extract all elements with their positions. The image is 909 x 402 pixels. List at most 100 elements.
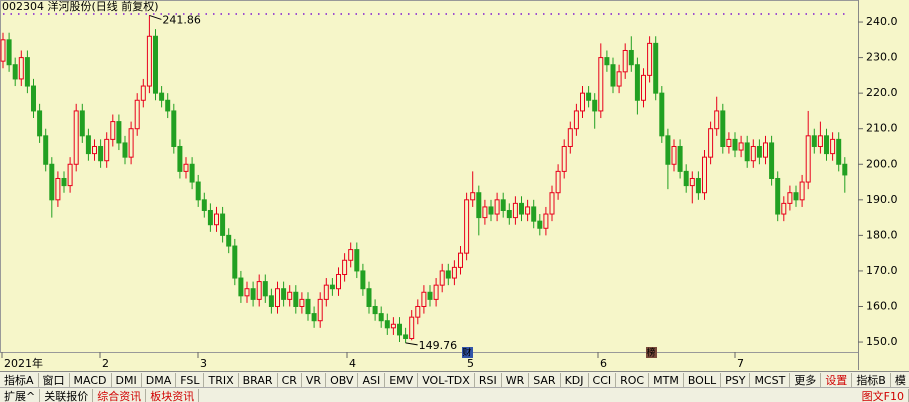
max-label: 241.86 <box>162 13 201 26</box>
candle-body <box>134 99 140 130</box>
toolbar-button[interactable]: MCST <box>750 372 791 388</box>
candle-body <box>738 142 744 151</box>
toolbar-button[interactable]: BRAR <box>239 372 278 388</box>
toolbar-button[interactable]: 更多 <box>790 372 822 388</box>
event-marker <box>462 347 473 358</box>
y-tick-label: 190.0 <box>866 193 898 206</box>
y-tick-label: 180.0 <box>866 228 898 241</box>
candle-body <box>634 64 640 101</box>
candle-body <box>763 142 768 158</box>
toolbar-button[interactable]: ASI <box>358 372 386 388</box>
candle-body <box>817 135 823 147</box>
candle-body <box>116 121 122 144</box>
toolbar-button[interactable]: 设置 <box>821 372 853 388</box>
candle-body <box>92 145 97 155</box>
candle-body <box>342 259 348 275</box>
toolbar-button[interactable]: KDJ <box>561 372 589 388</box>
toolbar-button[interactable]: 关联报价 <box>40 388 94 402</box>
toolbar-button[interactable]: BOLL <box>684 372 722 388</box>
y-tick-label: 200.0 <box>866 157 898 170</box>
toolbar-button[interactable]: EMV <box>385 372 419 388</box>
toolbar-button[interactable]: CR <box>278 372 302 388</box>
candle-body <box>268 295 274 307</box>
toolbar-button[interactable]: VOL-TDX <box>418 372 475 388</box>
candle-body <box>317 298 323 322</box>
toolbar-button[interactable]: 模 <box>891 373 909 388</box>
toolbar-button[interactable]: 板块资讯 <box>146 388 200 402</box>
toolbar-button[interactable]: SAR <box>529 372 561 388</box>
candle-body <box>811 135 817 147</box>
candle-body <box>329 284 335 290</box>
candle-body <box>561 145 567 172</box>
min-label: 149.76 <box>419 339 458 352</box>
candle-body <box>750 145 756 162</box>
candle-body <box>390 323 396 329</box>
x-tick-label: 2 <box>102 357 109 370</box>
toolbar-button[interactable]: 扩展^ <box>0 388 41 402</box>
candle-body <box>85 135 91 155</box>
candle-body <box>549 192 555 215</box>
event-marker-label: 财 <box>462 347 471 359</box>
candle-body <box>836 138 842 165</box>
candle-body <box>531 206 537 222</box>
candle-body <box>226 234 232 247</box>
toolbar-button[interactable]: OBV <box>326 372 359 388</box>
candle-body <box>128 128 134 158</box>
candle-body <box>12 64 18 80</box>
candle-body <box>598 57 604 112</box>
toolbar-button[interactable]: 指标B <box>852 372 891 388</box>
candle-body <box>445 270 451 279</box>
candle-body <box>799 181 805 201</box>
toolbar-button[interactable]: MACD <box>70 372 112 388</box>
toolbar-button[interactable]: VR <box>302 372 327 388</box>
candle-body <box>476 192 482 219</box>
x-tick-label: 6 <box>600 357 607 370</box>
chart-title: 002304 洋河股份(日线 前复权) <box>2 0 159 13</box>
toolbar-button[interactable]: FSL <box>176 372 205 388</box>
candle-body <box>573 110 579 130</box>
candle-body <box>146 35 152 87</box>
candle-body <box>641 74 646 101</box>
toolbar-button[interactable]: RSI <box>475 372 502 388</box>
candle-body <box>232 245 238 279</box>
candle-body <box>726 138 732 147</box>
candle-body <box>659 92 665 137</box>
toolbar-button[interactable]: CCI <box>589 372 617 388</box>
toolbar-button[interactable]: TRIX <box>204 372 239 388</box>
toolbar-button[interactable]: ROC <box>616 372 650 388</box>
toolbar-button[interactable]: PSY <box>721 372 751 388</box>
candle-body <box>0 39 6 62</box>
info-bar: 扩展^ 关联报价 综合资讯 板块资讯 图文F10 <box>0 387 909 402</box>
candle-body <box>805 135 811 183</box>
candle-body <box>494 199 500 215</box>
x-tick-label: 5 <box>467 357 474 370</box>
candle-body <box>384 320 390 329</box>
candle-body <box>67 163 73 187</box>
candle-body <box>714 110 720 130</box>
toolbar-button[interactable]: 指标A <box>0 372 39 388</box>
candle-body <box>543 213 549 229</box>
candle-body <box>403 334 409 339</box>
candle-body <box>793 192 799 201</box>
candle-body <box>500 199 506 211</box>
candle-body <box>830 138 836 155</box>
y-tick-label: 220.0 <box>866 86 898 99</box>
candle-body <box>409 316 415 339</box>
toolbar-button[interactable]: MTM <box>649 372 684 388</box>
toolbar-button[interactable]: DMA <box>142 372 177 388</box>
y-tick-label: 170.0 <box>866 264 898 277</box>
toolbar-button[interactable]: 图文F10 <box>858 388 909 402</box>
toolbar-button[interactable]: WR <box>502 372 530 388</box>
toolbar-button[interactable]: 窗口 <box>39 372 70 388</box>
candle-body <box>622 49 628 73</box>
candle-body <box>580 92 585 112</box>
candle-body <box>177 145 183 172</box>
toolbar-button[interactable]: DMI <box>112 372 142 388</box>
candle-body <box>49 163 55 201</box>
x-tick-label: 7 <box>737 357 744 370</box>
toolbar-button[interactable]: 综合资讯 <box>93 388 147 402</box>
candle-body <box>525 206 531 215</box>
candle-body <box>610 64 616 87</box>
candle-body <box>647 42 653 76</box>
candle-body <box>348 249 354 261</box>
